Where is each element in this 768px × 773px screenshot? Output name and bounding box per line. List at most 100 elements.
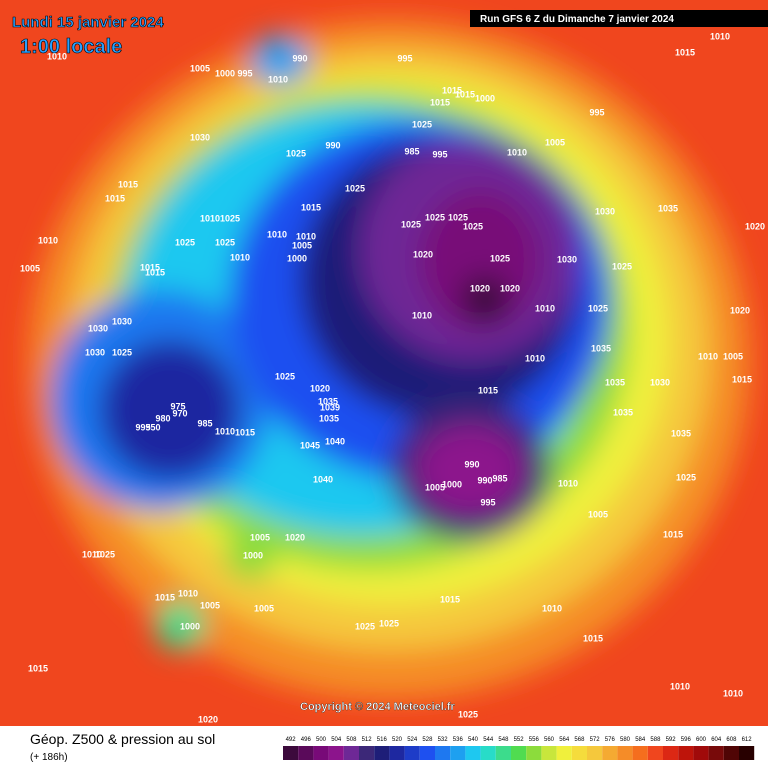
isobar-label: 1035 bbox=[591, 343, 611, 353]
isobar-label: 1015 bbox=[440, 594, 460, 604]
colorbar-swatch bbox=[298, 746, 314, 760]
isobar-label: 1030 bbox=[112, 316, 132, 326]
colorbar-swatch bbox=[480, 746, 496, 760]
colorbar-label: 548 bbox=[498, 737, 509, 743]
isobar-label: 995 bbox=[237, 68, 252, 78]
isobar-label: 1040 bbox=[313, 474, 333, 484]
colorbar-swatch bbox=[495, 746, 511, 760]
isobar-label: 1035 bbox=[613, 407, 633, 417]
isobar-label: 1025 bbox=[345, 183, 365, 193]
isobar-label: 1020 bbox=[285, 532, 305, 542]
date: Lundi 15 janvier 2024 bbox=[12, 14, 164, 31]
isobar-label: 1020 bbox=[413, 249, 433, 259]
isobar-label: 1015 bbox=[118, 179, 138, 189]
isobar-label: 1005 bbox=[20, 263, 40, 273]
isobar-label: 1005 bbox=[723, 351, 743, 361]
isobar-label: 1025 bbox=[275, 371, 295, 381]
isobar-label: 1005 bbox=[425, 482, 445, 492]
colorbar-swatch bbox=[343, 746, 359, 760]
isobar-label: 1010 bbox=[200, 213, 220, 223]
isobar-label: 1030 bbox=[190, 132, 210, 142]
isobar-label: 950 bbox=[145, 422, 160, 432]
isobar-label: 1025 bbox=[425, 212, 445, 222]
isobar-label: 1010 bbox=[535, 303, 555, 313]
isobar-label: 1030 bbox=[557, 254, 577, 264]
isobar-label: 1020 bbox=[730, 305, 750, 315]
isobar-label: 1025 bbox=[448, 212, 468, 222]
colorbar-label: 544 bbox=[483, 737, 494, 743]
colorbar-label: 504 bbox=[331, 737, 342, 743]
isobar-label: 1015 bbox=[478, 385, 498, 395]
isobar-label: 1010 bbox=[296, 231, 316, 241]
colorbar-swatch bbox=[465, 746, 481, 760]
colorbar-swatch bbox=[663, 746, 679, 760]
isobar-label: 1025 bbox=[220, 213, 240, 223]
isobar-label: 1015 bbox=[663, 529, 683, 539]
isobar-label: 1010 bbox=[723, 688, 743, 698]
isobar-label: 1015 bbox=[140, 262, 160, 272]
colorbar-label: 568 bbox=[574, 737, 585, 743]
colorbar-label: 496 bbox=[301, 737, 312, 743]
colorbar-label: 588 bbox=[650, 737, 661, 743]
isobar-label: 995 bbox=[397, 53, 412, 63]
colorbar-swatch bbox=[328, 746, 344, 760]
colorbar-swatch bbox=[389, 746, 405, 760]
isobar-label: 1000 bbox=[287, 253, 307, 263]
colorbar-label: 492 bbox=[286, 737, 297, 743]
isobar-label: 1020 bbox=[198, 714, 218, 724]
lead-time: (+ 186h) bbox=[30, 752, 68, 763]
isobar-label: 995 bbox=[480, 497, 495, 507]
isobar-label: 1000 bbox=[475, 93, 495, 103]
isobar-label: 1015 bbox=[675, 47, 695, 57]
isobar-label: 1025 bbox=[215, 237, 235, 247]
isobar-label: 1030 bbox=[88, 323, 108, 333]
colorbar-swatch bbox=[450, 746, 466, 760]
colorbar-swatch bbox=[283, 746, 299, 760]
isobar-label: 1015 bbox=[155, 592, 175, 602]
isobar-label: 1025 bbox=[458, 709, 478, 719]
isobar-label: 1025 bbox=[490, 253, 510, 263]
colorbar-swatch bbox=[587, 746, 603, 760]
isobar-label: 1010 bbox=[542, 603, 562, 613]
isobar-label: 1039 bbox=[320, 402, 340, 412]
colorbar-swatch bbox=[541, 746, 557, 760]
colorbar-swatch bbox=[404, 746, 420, 760]
colorbar-label: 608 bbox=[726, 737, 737, 743]
isobar-label: 995 bbox=[432, 149, 447, 159]
isobar-label: 1010 bbox=[525, 353, 545, 363]
isobar-label: 1020 bbox=[470, 283, 490, 293]
isobar-label: 1035 bbox=[658, 203, 678, 213]
colorbar-label: 592 bbox=[666, 737, 677, 743]
colorbar-label: 532 bbox=[438, 737, 449, 743]
colorbar-swatch bbox=[647, 746, 663, 760]
isobar-label: 1010 bbox=[38, 235, 58, 245]
isobar-label: 985 bbox=[197, 418, 212, 428]
run-info: Run GFS 6 Z du Dimanche 7 janvier 2024 bbox=[480, 14, 674, 25]
isobar-label: 1035 bbox=[319, 413, 339, 423]
isobar-label: 1010 bbox=[558, 478, 578, 488]
copyright: Copyright © 2024 Meteociel.fr bbox=[300, 701, 456, 713]
isobar-label: 1015 bbox=[145, 267, 165, 277]
colorbar-swatch bbox=[632, 746, 648, 760]
isobar-label: 990 bbox=[292, 53, 307, 63]
isobar-label: 1015 bbox=[732, 374, 752, 384]
colorbar-swatch bbox=[359, 746, 375, 760]
footer-title: Géop. Z500 & pression au sol bbox=[30, 731, 215, 747]
colorbar-label: 604 bbox=[711, 737, 722, 743]
isobar-label: 1015 bbox=[442, 85, 462, 95]
colorbar-swatch bbox=[602, 746, 618, 760]
colorbar-label: 576 bbox=[605, 737, 616, 743]
isobar-label: 1035 bbox=[318, 396, 338, 406]
colorbar-swatch bbox=[723, 746, 739, 760]
isobar-label: 1005 bbox=[190, 63, 210, 73]
colorbar-label: 516 bbox=[377, 737, 388, 743]
colorbar-label: 552 bbox=[514, 737, 525, 743]
isobar-label: 1005 bbox=[250, 532, 270, 542]
isobar-label: 1030 bbox=[650, 377, 670, 387]
isobar-label: 1015 bbox=[455, 89, 475, 99]
isobar-label: 1025 bbox=[286, 148, 306, 158]
isobar-label: 1035 bbox=[671, 428, 691, 438]
isobar-label: 1005 bbox=[545, 137, 565, 147]
colorbar: 492 496 500 504 508 512 516 520 524 528 532 536 540 5… bbox=[283, 737, 755, 760]
